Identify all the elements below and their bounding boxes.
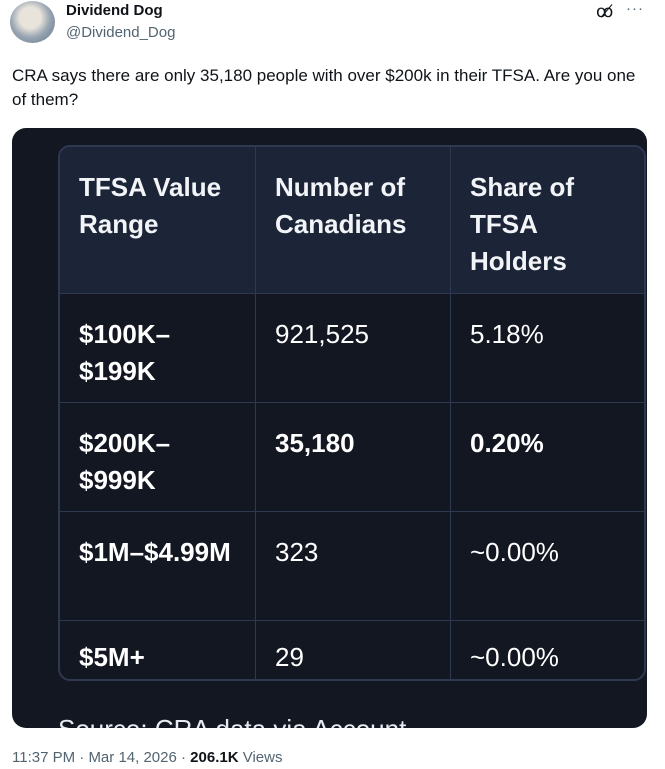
cell-count: 921,525 (256, 294, 451, 403)
tweet-date[interactable]: Mar 14, 2026 (88, 749, 177, 766)
cell-share: ~0.00% (451, 512, 644, 621)
views-label: Views (242, 749, 283, 766)
header-count: Number of Canadians (256, 147, 451, 294)
header-range: TFSA Value Range (60, 147, 256, 294)
cell-range: $5M+ (60, 621, 256, 679)
cell-count: 323 (256, 512, 451, 621)
source-caption: Source: CRA data via Account (58, 714, 406, 728)
cell-share: ~0.00% (470, 642, 559, 672)
table-row: $100K–$199K 921,525 5.18% (60, 294, 644, 403)
tweet-time[interactable]: 11:37 PM (12, 749, 76, 766)
cell-range: $1M–$4.99M (60, 512, 256, 621)
tweet-image[interactable]: TFSA Value Range Number of Canadians Sha… (12, 128, 647, 728)
cell-range: $100K–$199K (60, 294, 256, 403)
grok-icon[interactable]: ꝏ̸ (596, 2, 614, 21)
table-row: $1M–$4.99M 323 ~0.00% (60, 512, 644, 621)
avatar[interactable] (10, 1, 55, 43)
cell-count: 35,180 (256, 403, 451, 512)
table-header-row: TFSA Value Range Number of Canadians Sha… (60, 147, 644, 294)
table-row: $5M+ 29 ~0.00% (60, 621, 644, 679)
tfsa-table: TFSA Value Range Number of Canadians Sha… (58, 145, 646, 681)
cell-range: $200K–$999K (60, 403, 256, 512)
cell-count: 29 (256, 621, 451, 679)
tweet-meta: 11:37 PM · Mar 14, 2026 · 206.1K Views (12, 749, 283, 766)
author-handle[interactable]: @Dividend_Dog (66, 24, 176, 41)
table-row: $200K–$999K 35,180 0.20% (60, 403, 644, 512)
header-share: Share of TFSA Holders (451, 147, 644, 294)
cell-share: 5.18% (451, 294, 644, 403)
views-count: 206.1K (190, 749, 239, 766)
tweet-text: CRA says there are only 35,180 people wi… (12, 66, 636, 109)
more-icon[interactable]: ··· (626, 0, 644, 17)
author-name[interactable]: Dividend Dog (66, 2, 163, 19)
cell-share: 0.20% (451, 403, 644, 512)
